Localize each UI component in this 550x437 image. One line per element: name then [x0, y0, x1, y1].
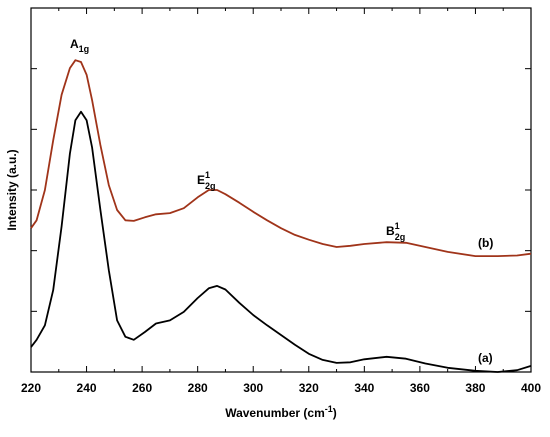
peak-annotation: E1 2g — [197, 170, 216, 191]
peak-annotation: A1g — [70, 37, 89, 54]
annotation-base: E — [197, 173, 205, 187]
x-axis-label: Wavenumber (cm-1) — [225, 404, 337, 420]
x-tick-label: 220 — [21, 381, 41, 395]
plot-frame — [30, 7, 532, 373]
annotation-sub: 2g — [395, 232, 406, 242]
annotation-sup: 1 — [205, 170, 210, 180]
x-tick-label: 340 — [354, 381, 374, 395]
series-line — [30, 110, 532, 373]
x-tick-label: 380 — [465, 381, 485, 395]
annotation-sub: 1g — [79, 44, 90, 54]
series-label: (a) — [478, 351, 493, 365]
annotation-base: A — [70, 37, 79, 51]
x-tick-label: 300 — [243, 381, 263, 395]
x-tick-label: 400 — [521, 381, 541, 395]
series-label: (b) — [478, 236, 493, 250]
peak-annotation: B1 2g — [386, 221, 405, 242]
x-tick-label: 260 — [132, 381, 152, 395]
x-tick-label: 280 — [188, 381, 208, 395]
annotation-base: B — [386, 224, 395, 238]
x-tick-label: 240 — [77, 381, 97, 395]
series-line — [30, 59, 532, 258]
x-tick-label: 360 — [410, 381, 430, 395]
annotation-sub: 2g — [205, 181, 216, 191]
y-axis-label: Intensity (a.u.) — [5, 149, 19, 230]
x-tick-label: 320 — [299, 381, 319, 395]
annotation-sup: 1 — [395, 221, 400, 231]
